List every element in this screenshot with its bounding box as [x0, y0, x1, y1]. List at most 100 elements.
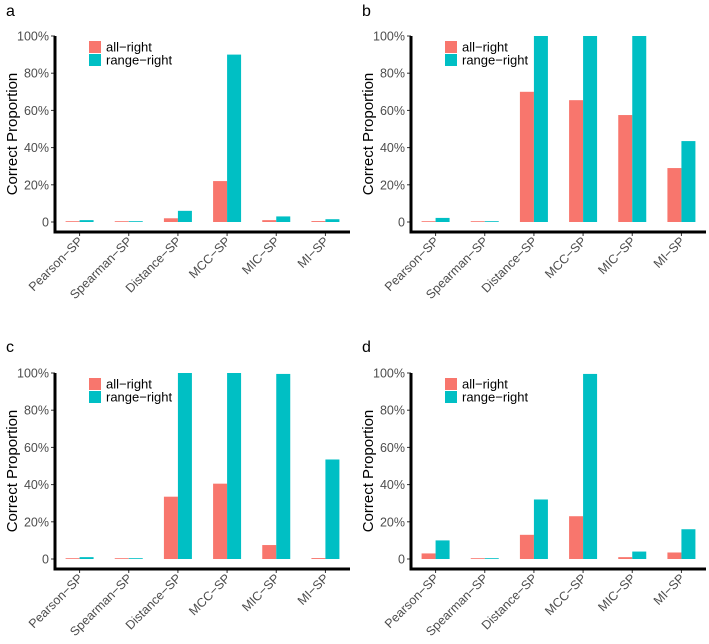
y-axis-label: Correct Proportion — [4, 73, 21, 196]
x-tick-label: MIC−SP — [595, 234, 638, 277]
y-tick-label: 100% — [373, 30, 405, 44]
panel-letter: b — [362, 3, 371, 20]
y-tick-label: 80% — [380, 67, 405, 81]
y-tick-label: 100% — [373, 367, 405, 381]
bar-all-right — [618, 557, 633, 559]
bar-all-right — [667, 168, 682, 222]
y-tick-label: 40% — [380, 478, 405, 492]
x-tick-label: MCC−SP — [542, 234, 589, 281]
axis-lines — [409, 373, 706, 571]
y-tick-label: 0 — [398, 216, 405, 230]
x-tick-label: MCC−SP — [542, 571, 589, 618]
y-tick-label: 0 — [42, 553, 49, 567]
bar-range-right — [583, 36, 598, 222]
y-tick-label: 60% — [24, 104, 49, 118]
legend-key — [89, 54, 101, 66]
y-tick-label: 40% — [380, 141, 405, 155]
legend-label: range−right — [462, 53, 529, 68]
bar-all-right — [421, 553, 436, 559]
y-axis-label: Correct Proportion — [360, 410, 377, 533]
bar-range-right — [227, 54, 242, 222]
bar-all-right — [311, 221, 326, 222]
bar-range-right — [533, 499, 548, 559]
bar-range-right — [435, 540, 450, 559]
legend-label: range−right — [462, 390, 529, 405]
bar-all-right — [65, 221, 80, 222]
bar-range-right — [276, 373, 291, 559]
y-axis-label: Correct Proportion — [360, 73, 377, 196]
legend-key — [445, 391, 457, 403]
legend-label: all−right — [106, 40, 152, 55]
x-tick-label: MCC−SP — [186, 571, 233, 618]
y-tick-label: 60% — [24, 441, 49, 455]
bar-all-right — [311, 558, 326, 559]
legend-label: all−right — [462, 40, 508, 55]
legend-key — [445, 378, 457, 390]
bar-all-right — [114, 221, 129, 222]
bar-range-right — [325, 219, 340, 222]
y-tick-label: 100% — [17, 30, 49, 44]
bar-range-right — [128, 558, 143, 559]
legend-key — [445, 54, 457, 66]
bar-range-right — [681, 141, 696, 222]
bar-range-right — [681, 529, 696, 559]
bar-range-right — [484, 221, 499, 222]
bar-all-right — [213, 483, 228, 559]
bar-range-right — [632, 551, 647, 559]
bar-range-right — [583, 373, 598, 559]
legend-key — [89, 391, 101, 403]
bar-all-right — [569, 100, 584, 222]
y-tick-label: 60% — [380, 104, 405, 118]
legend-label: range−right — [106, 53, 173, 68]
y-tick-label: 60% — [380, 441, 405, 455]
bar-range-right — [177, 210, 192, 222]
bar-range-right — [435, 217, 450, 222]
y-tick-label: 40% — [24, 478, 49, 492]
x-tick-label: MCC−SP — [186, 234, 233, 281]
bar-range-right — [632, 36, 647, 222]
bar-range-right — [227, 373, 242, 559]
x-tick-label: MIC−SP — [595, 571, 638, 614]
legend-label: all−right — [462, 377, 508, 392]
bar-all-right — [65, 558, 80, 559]
axis-lines — [409, 36, 706, 234]
bar-range-right — [177, 373, 192, 559]
bar-range-right — [484, 558, 499, 559]
x-tick-label: MIC−SP — [239, 571, 282, 614]
bar-range-right — [128, 221, 143, 222]
panel-letter: a — [6, 3, 15, 20]
y-tick-label: 20% — [24, 515, 49, 529]
bar-all-right — [114, 558, 129, 559]
axis-lines — [53, 373, 350, 571]
y-tick-label: 20% — [24, 178, 49, 192]
bar-all-right — [519, 91, 534, 222]
panel-letter: c — [6, 339, 14, 356]
x-tick-label: MI−SP — [651, 571, 688, 608]
legend-label: range−right — [106, 390, 173, 405]
y-tick-label: 20% — [380, 515, 405, 529]
y-tick-label: 80% — [380, 404, 405, 418]
legend-label: all−right — [106, 377, 152, 392]
axis-lines — [53, 36, 350, 234]
bar-range-right — [79, 557, 94, 559]
bar-all-right — [519, 534, 534, 559]
legend-key — [89, 41, 101, 53]
legend-key — [89, 378, 101, 390]
bar-all-right — [213, 181, 228, 222]
bar-all-right — [163, 218, 178, 222]
x-tick-label: MI−SP — [295, 571, 332, 608]
legend-key — [445, 41, 457, 53]
bar-all-right — [618, 115, 633, 222]
bar-range-right — [79, 220, 94, 222]
y-tick-label: 40% — [24, 141, 49, 155]
y-axis-label: Correct Proportion — [4, 410, 21, 533]
y-tick-label: 0 — [398, 553, 405, 567]
y-tick-label: 20% — [380, 178, 405, 192]
bar-all-right — [421, 221, 436, 222]
panel-letter: d — [362, 339, 371, 356]
